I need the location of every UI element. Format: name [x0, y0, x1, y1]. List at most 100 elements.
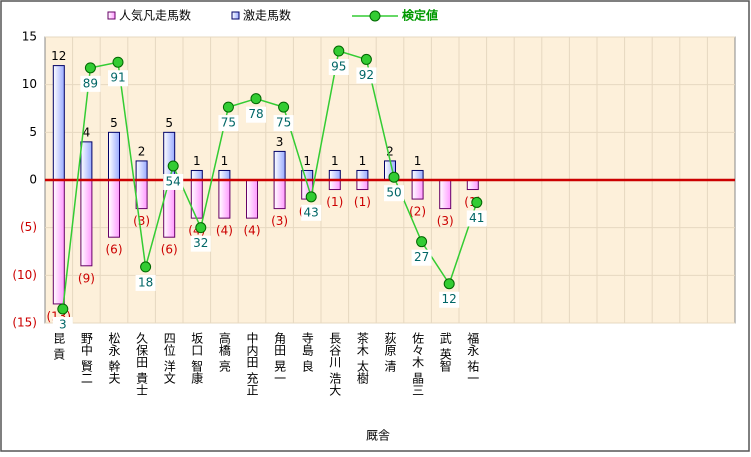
line-label: 27 — [414, 250, 429, 264]
bar — [466, 179, 479, 191]
x-tick-label: 野中 賢二 — [79, 332, 93, 384]
bar — [108, 179, 120, 238]
line-label: 50 — [386, 186, 401, 200]
label-box — [356, 67, 377, 84]
y-tick-label: 0 — [29, 173, 37, 187]
line-label: 43 — [304, 205, 319, 219]
y-tick-label: (10) — [12, 268, 37, 282]
line-marker — [250, 93, 262, 105]
legend-swatch — [231, 11, 240, 20]
line-marker — [333, 45, 345, 57]
x-tick-label: 中内田 充正 — [245, 331, 259, 396]
line-label: 32 — [193, 236, 208, 250]
data-label: 1 — [221, 154, 229, 168]
label-box — [328, 59, 349, 76]
bar — [80, 141, 93, 181]
bar — [411, 169, 424, 181]
label-box — [190, 235, 211, 252]
bar — [218, 169, 231, 181]
line-label: 18 — [138, 275, 153, 289]
bar — [328, 179, 341, 191]
line-label: 75 — [221, 116, 236, 130]
label-box — [163, 173, 184, 190]
data-label: 5 — [165, 116, 173, 130]
x-axis-label: 厩舎 — [366, 429, 390, 443]
data-label: (2) — [409, 205, 426, 219]
line-label: 92 — [359, 68, 374, 82]
x-tick-label: 坂口 智康 — [190, 332, 204, 384]
x-tick-label: 寺島 良 — [300, 332, 314, 373]
x-tick-label: 長谷川 浩大 — [328, 332, 342, 396]
y-tick-label: (5) — [20, 220, 37, 234]
x-tick-label: 高橋 亮 — [217, 331, 231, 372]
bar — [439, 179, 452, 210]
line-marker — [222, 101, 234, 113]
bar — [246, 179, 258, 219]
bar — [356, 179, 369, 191]
bar — [52, 179, 65, 305]
bar — [218, 179, 231, 219]
bar — [190, 179, 203, 219]
data-label: 5 — [110, 116, 118, 130]
label-box — [301, 204, 322, 221]
bar — [356, 169, 369, 181]
data-label: (6) — [106, 243, 123, 257]
bar — [190, 169, 203, 181]
y-tick-label: 15 — [22, 30, 37, 44]
bar — [163, 131, 176, 181]
x-tick-label: 松永 幹夫 — [107, 332, 121, 385]
label-box — [273, 115, 294, 132]
line-marker — [360, 53, 372, 65]
line-marker — [112, 56, 124, 68]
data-label: (4) — [216, 224, 233, 238]
label-box — [439, 291, 460, 308]
bar — [108, 131, 120, 181]
label-box — [466, 210, 487, 227]
bar — [273, 150, 286, 181]
line-marker — [443, 278, 455, 290]
bar — [80, 179, 93, 267]
line-marker — [388, 171, 400, 183]
legend-label: 検定値 — [402, 8, 438, 23]
data-label: 1 — [331, 154, 339, 168]
legend-label: 激走馬数 — [243, 8, 291, 23]
x-tick-label: 角田 晃一 — [273, 332, 287, 384]
line-marker — [305, 191, 317, 203]
data-label: (6) — [161, 243, 178, 257]
x-tick-label: 福永 祐一 — [466, 331, 480, 384]
data-label: 2 — [138, 144, 146, 158]
label-box — [52, 316, 73, 333]
bar — [273, 179, 286, 210]
line-label: 12 — [442, 292, 457, 306]
data-label: 1 — [359, 154, 367, 168]
data-label: (4) — [244, 224, 261, 238]
x-tick-label: 武 英智 — [438, 332, 452, 373]
x-tick-label: 久保田 貴士 — [135, 332, 149, 396]
line-marker — [471, 196, 483, 208]
y-tick-label: (15) — [12, 316, 37, 330]
label-box — [411, 249, 432, 266]
data-label: (9) — [78, 271, 95, 285]
line-marker — [416, 236, 428, 248]
line-label: 54 — [166, 174, 181, 188]
data-label: 4 — [83, 125, 91, 139]
line-label: 89 — [83, 76, 98, 90]
line-marker — [278, 101, 290, 113]
label-box — [80, 75, 101, 92]
bar — [411, 179, 424, 200]
x-tick-label: 茶木 太樹 — [355, 331, 369, 384]
x-tick-label: 昆 貢 — [52, 332, 66, 361]
label-box — [384, 185, 404, 202]
line-label: 41 — [469, 211, 484, 225]
data-label: 3 — [276, 135, 284, 149]
y-tick-label: 5 — [29, 125, 37, 139]
label-box — [135, 274, 156, 291]
line-marker — [57, 303, 69, 315]
bar — [52, 65, 65, 181]
data-label: 1 — [193, 154, 201, 168]
x-tick-label: 佐々木 晶三 — [411, 332, 425, 396]
line-label: 95 — [331, 60, 346, 74]
line-label: 91 — [110, 71, 125, 85]
line-marker — [195, 222, 207, 234]
